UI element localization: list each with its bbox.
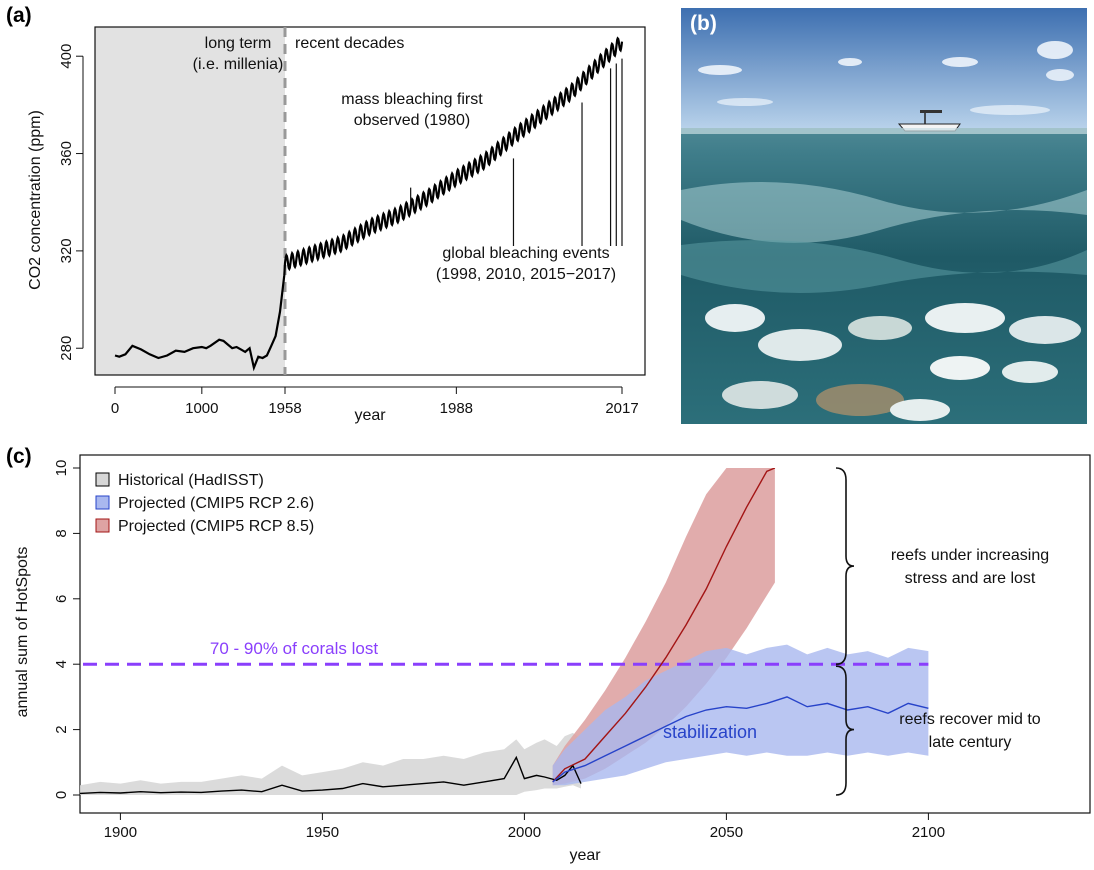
co2-x-tick-label: 2017 <box>605 400 638 417</box>
mass-bleaching-label: mass bleaching first <box>341 91 483 108</box>
co2-y-tick-label: 360 <box>58 141 75 166</box>
boat-canopy <box>920 110 942 113</box>
cloud-2 <box>838 58 862 66</box>
legend-swatch <box>95 518 110 533</box>
cloud-6 <box>717 98 773 106</box>
cloud-5 <box>1046 69 1074 81</box>
hotspots-x-tick-label: 1950 <box>306 824 339 841</box>
co2-y-tick-label: 280 <box>58 336 75 361</box>
global-bleaching-label: global bleaching events <box>442 245 609 262</box>
co2-line <box>114 36 624 372</box>
co2-x-axis-label: year <box>354 407 386 424</box>
legend-swatch <box>95 472 110 487</box>
upper-annotation-line2: stress and are lost <box>905 570 1036 587</box>
hotspots-y-tick-label: 6 <box>53 595 70 603</box>
historical-band <box>80 732 581 795</box>
panel-label-a: (a) <box>6 4 32 27</box>
hotspots-y-tick-label: 10 <box>53 460 70 477</box>
legend-label: Historical (HadISST) <box>118 472 264 489</box>
hotspots-y-axis-label: annual sum of HotSpots <box>14 547 31 718</box>
panel-label-b: (b) <box>690 12 717 35</box>
lower-annotation-line2: late century <box>929 734 1012 751</box>
bleached-coral-4 <box>925 303 1005 333</box>
cloud-7 <box>970 105 1050 115</box>
rcp26-line <box>552 468 776 783</box>
surface-reflection-2 <box>681 240 1087 293</box>
co2-x-tick-label: 1988 <box>440 400 473 417</box>
historical-line <box>80 755 582 795</box>
hotspots-x-tick-label: 2050 <box>710 824 743 841</box>
global-bleaching-years: (1998, 2010, 2015−2017) <box>436 266 616 283</box>
rcp85-line <box>552 696 929 783</box>
rcp85-band <box>552 644 929 786</box>
panel-label-c: (c) <box>6 445 32 468</box>
upper-brace <box>835 467 855 665</box>
hotspots-y-tick-label: 2 <box>53 725 70 733</box>
legend: Historical (HadISST) Projected (CMIP5 RCP… <box>95 472 314 535</box>
rcp26-band <box>552 468 775 786</box>
co2-y-axis-label: CO2 concentration (ppm) <box>27 110 44 290</box>
cloud-4 <box>1037 41 1073 59</box>
lower-annotation-line1: reefs recover mid to <box>899 711 1040 728</box>
bleached-coral-9 <box>890 399 950 421</box>
upper-annotation-line1: reefs under increasing <box>891 547 1049 564</box>
horizon-line <box>681 128 1087 134</box>
co2-x-tick-label: 0 <box>111 400 119 417</box>
reef-photo: (b) <box>681 8 1087 424</box>
hotspots-x-tick-label: 1900 <box>104 824 137 841</box>
cloud-3 <box>942 57 978 67</box>
bleached-coral-8 <box>722 381 798 409</box>
co2-x-tick-label: 1000 <box>185 400 218 417</box>
bleached-coral-7 <box>1002 361 1058 383</box>
hotspots-y-tick-label: 8 <box>53 529 70 537</box>
recent-decades-label: recent decades <box>295 35 404 52</box>
hotspots-plot-frame <box>79 454 1091 814</box>
hotspots-x-tick-label: 2100 <box>912 824 945 841</box>
co2-x-tick-label: 1958 <box>268 400 301 417</box>
surface-reflection-1 <box>681 182 1087 243</box>
lower-brace <box>835 665 855 796</box>
co2-y-tick-label: 400 <box>58 44 75 69</box>
hotspots-y-tick-label: 4 <box>53 660 70 668</box>
co2-plot-frame <box>94 26 646 376</box>
legend-swatch <box>95 495 110 510</box>
bleached-coral-3 <box>848 316 912 340</box>
legend-label: Projected (CMIP5 RCP 8.5) <box>118 518 314 535</box>
long-term-label: long term <box>205 35 272 52</box>
hotspots-chart: 70 - 90% of corals lost 1900 1950 2000 2050… <box>14 454 1091 864</box>
long-term-shade <box>95 27 285 375</box>
hotspots-x-tick-label: 2000 <box>508 824 541 841</box>
bleached-coral-1 <box>705 304 765 332</box>
threshold-label: 70 - 90% of corals lost <box>210 639 378 658</box>
co2-y-tick-label: 320 <box>58 238 75 263</box>
long-term-sublabel: (i.e. millenia) <box>193 56 284 73</box>
mass-bleaching-year: observed (1980) <box>354 112 471 129</box>
cloud-1 <box>698 65 742 75</box>
brown-coral <box>816 384 904 416</box>
bleached-coral-2 <box>758 329 842 361</box>
bleached-coral-6 <box>930 356 990 380</box>
legend-label: Projected (CMIP5 RCP 2.6) <box>118 495 314 512</box>
stabilization-label: stabilization <box>663 722 757 742</box>
hotspots-x-axis-label: year <box>569 847 601 864</box>
hotspots-y-tick-label: 0 <box>53 791 70 799</box>
bleached-coral-5 <box>1009 316 1081 344</box>
